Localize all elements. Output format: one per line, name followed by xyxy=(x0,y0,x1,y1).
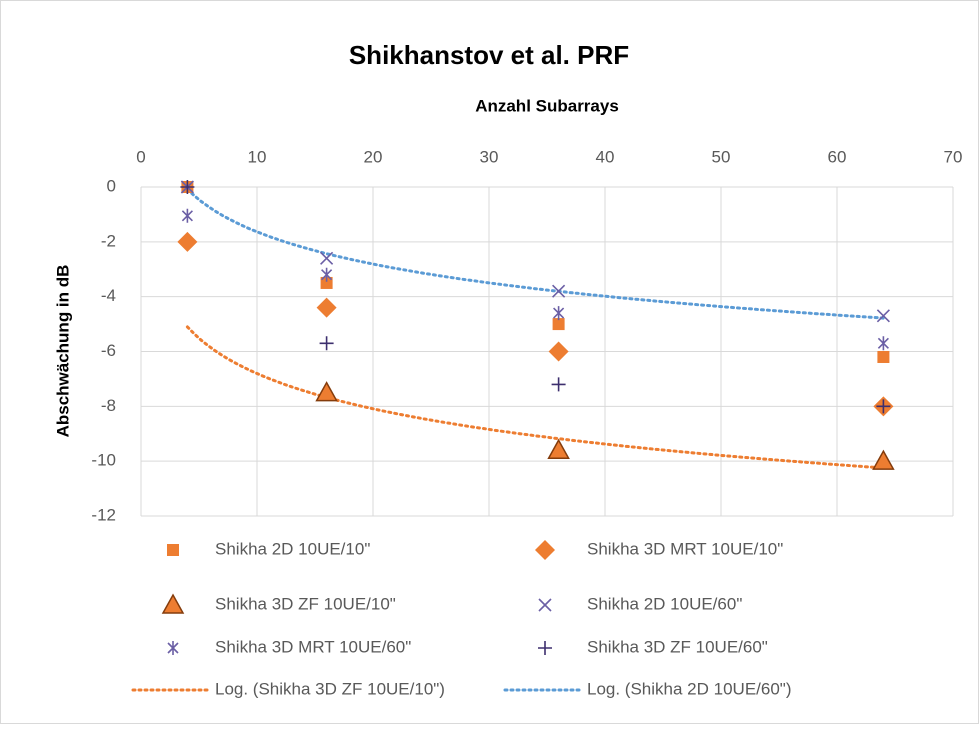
marker xyxy=(876,399,891,414)
x-tick-label: 20 xyxy=(364,147,383,166)
y-tick-label: -2 xyxy=(101,231,116,250)
marker-shape xyxy=(177,231,198,252)
marker xyxy=(552,284,566,298)
marker-shape xyxy=(161,593,185,614)
marker xyxy=(321,267,333,282)
marker xyxy=(876,309,890,323)
legend-entry: Shikha 2D 10UE/10" xyxy=(167,539,370,558)
legend-label: Log. (Shikha 2D 10UE/60") xyxy=(587,679,791,698)
marker-shape xyxy=(320,276,333,289)
marker xyxy=(553,306,565,321)
marker-shape xyxy=(876,399,891,414)
y-tick-label: 0 xyxy=(107,176,116,195)
x-tick-label: 10 xyxy=(248,147,267,166)
marker-shape xyxy=(538,641,552,655)
marker xyxy=(320,251,334,265)
marker-shape xyxy=(535,540,555,560)
y-axis-title: Abschwächung in dB xyxy=(53,265,72,438)
marker xyxy=(315,381,338,402)
legend-label: Shikha 2D 10UE/10" xyxy=(215,539,370,558)
legend-label: Shikha 3D ZF 10UE/10" xyxy=(215,594,396,613)
x-tick-label: 30 xyxy=(480,147,499,166)
marker-shape xyxy=(877,350,890,363)
marker xyxy=(877,336,889,351)
legend-entry: Log. (Shikha 2D 10UE/60") xyxy=(503,679,791,698)
trendline xyxy=(185,325,885,470)
marker xyxy=(316,297,337,318)
marker-shape xyxy=(872,449,895,470)
legend-entry: Log. (Shikha 3D ZF 10UE/10") xyxy=(131,679,445,698)
legend-label: Log. (Shikha 3D ZF 10UE/10") xyxy=(215,679,445,698)
marker-shape xyxy=(547,438,570,459)
marker xyxy=(167,641,179,655)
marker-shape xyxy=(167,641,179,655)
marker xyxy=(548,341,569,362)
marker xyxy=(180,180,195,194)
marker xyxy=(535,540,555,560)
marker xyxy=(319,336,334,351)
x-tick-label: 70 xyxy=(944,147,963,166)
legend-entry: Shikha 3D ZF 10UE/60" xyxy=(538,637,768,656)
legend-label: Shikha 3D MRT 10UE/60" xyxy=(215,637,411,656)
marker-shape xyxy=(538,598,552,612)
marker xyxy=(551,377,566,392)
marker-shape xyxy=(321,267,333,282)
marker-shape xyxy=(320,251,334,265)
marker-shape xyxy=(180,180,195,194)
legend-entry: Shikha 3D MRT 10UE/60" xyxy=(167,637,411,656)
marker xyxy=(161,593,185,614)
x-axis-title: Anzahl Subarrays xyxy=(475,96,619,115)
marker xyxy=(538,598,552,612)
marker-shape xyxy=(319,336,334,351)
legend-entry: Shikha 2D 10UE/60" xyxy=(538,594,742,613)
trendline xyxy=(185,187,885,320)
marker xyxy=(320,276,333,289)
marker xyxy=(877,350,890,363)
marker-shape xyxy=(181,208,193,223)
marker xyxy=(181,208,193,223)
chart-title: Shikhanstov et al. PRF xyxy=(349,40,629,70)
y-tick-label: -10 xyxy=(91,451,116,470)
legend-entry: Shikha 3D ZF 10UE/10" xyxy=(161,593,396,614)
marker-shape xyxy=(551,377,566,392)
marker-shape xyxy=(876,309,890,323)
marker xyxy=(177,231,198,252)
marker-shape xyxy=(167,544,179,556)
x-tick-label: 50 xyxy=(712,147,731,166)
legend-label: Shikha 3D MRT 10UE/10" xyxy=(587,539,783,558)
legend-label: Shikha 2D 10UE/60" xyxy=(587,594,742,613)
marker-shape xyxy=(553,306,565,321)
legend-entry: Shikha 3D MRT 10UE/10" xyxy=(535,539,783,560)
x-tick-label: 60 xyxy=(828,147,847,166)
y-tick-label: -4 xyxy=(101,286,116,305)
x-tick-label: 40 xyxy=(596,147,615,166)
marker-shape xyxy=(316,297,337,318)
marker xyxy=(538,641,552,655)
y-tick-label: -8 xyxy=(101,396,116,415)
marker xyxy=(167,544,179,556)
marker xyxy=(552,318,565,331)
marker xyxy=(872,449,895,470)
marker-shape xyxy=(315,381,338,402)
marker-shape xyxy=(552,318,565,331)
marker-shape xyxy=(552,284,566,298)
marker-shape xyxy=(877,336,889,351)
x-tick-label: 0 xyxy=(136,147,145,166)
y-tick-label: -12 xyxy=(91,505,116,524)
marker xyxy=(547,438,570,459)
marker-shape xyxy=(548,341,569,362)
y-tick-label: -6 xyxy=(101,341,116,360)
legend-label: Shikha 3D ZF 10UE/60" xyxy=(587,637,768,656)
